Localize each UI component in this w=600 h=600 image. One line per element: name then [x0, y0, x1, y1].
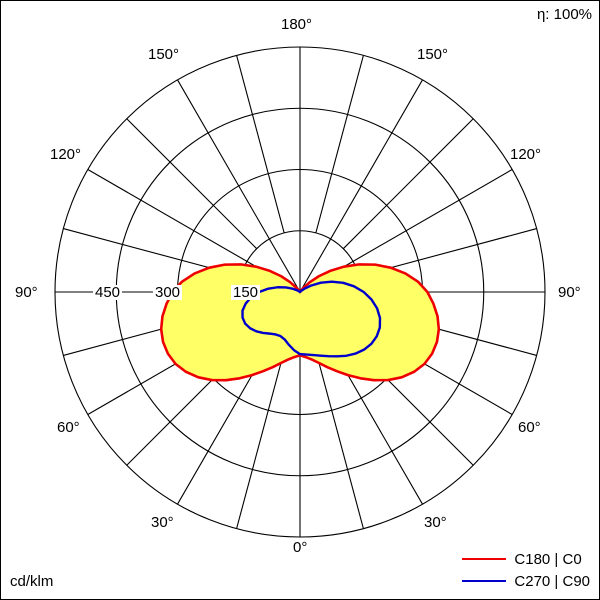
radial-label-2: 450: [93, 284, 123, 301]
angle-label-1: 30°: [424, 514, 447, 531]
angle-label-4: 60°: [57, 419, 80, 436]
legend-item-c270-c90: C270 | C90: [462, 570, 590, 592]
angle-label-7: 120°: [510, 146, 542, 163]
angle-label-5: 90°: [558, 284, 581, 301]
angle-label-11: 180°: [281, 16, 313, 33]
angle-label-6: 90°: [15, 284, 38, 301]
angle-label-0: 0°: [293, 539, 308, 556]
unit-label: cd/klm: [10, 573, 54, 590]
angle-label-10: 150°: [148, 46, 180, 63]
chart-legend: C180 | C0 C270 | C90: [462, 548, 590, 592]
radial-label-1: 300: [153, 284, 183, 301]
angle-label-2: 30°: [151, 514, 174, 531]
radial-label-0: 150: [231, 284, 261, 301]
legend-swatch-c270-c90: [462, 580, 507, 582]
efficiency-label: η: 100%: [536, 6, 592, 23]
angle-label-8: 120°: [50, 146, 82, 163]
legend-item-c180-c0: C180 | C0: [462, 548, 590, 570]
legend-label-c270-c90: C270 | C90: [514, 572, 590, 590]
angle-label-9: 150°: [417, 46, 449, 63]
legend-swatch-c180-c0: [462, 558, 507, 560]
angle-label-3: 60°: [518, 419, 541, 436]
legend-label-c180-c0: C180 | C0: [514, 550, 582, 568]
